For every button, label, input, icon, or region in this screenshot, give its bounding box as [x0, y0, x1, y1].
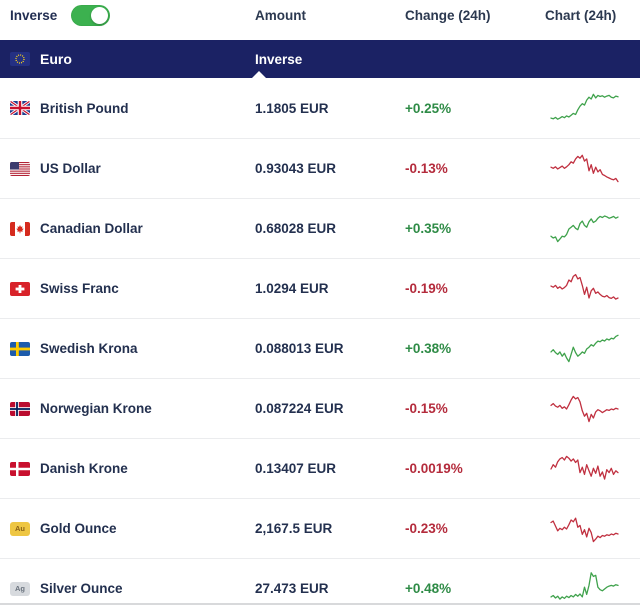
column-header-chart: Chart (24h) [545, 7, 617, 23]
currency-amount: 27.473 EUR [255, 581, 329, 596]
currency-amount: 1.1805 EUR [255, 100, 329, 116]
table-bottom-divider [0, 603, 640, 605]
currency-amount: 0.13407 EUR [255, 461, 337, 476]
currency-change: -0.23% [405, 521, 448, 536]
currency-amount: 1.0294 EUR [255, 281, 329, 296]
currency-name: Gold Ounce [40, 521, 117, 536]
header-spacer [0, 30, 640, 40]
currency-sparkline-chart [545, 568, 640, 605]
currency-rows: British Pound 1.1805 EUR +0.25% US Dolla… [0, 78, 640, 605]
dk-flag-icon [10, 461, 30, 476]
au-metal-badge-icon: Au [10, 521, 30, 536]
base-currency-name: Euro [40, 51, 72, 67]
currency-change: -0.0019% [405, 461, 463, 476]
currency-row-british-pound[interactable]: British Pound 1.1805 EUR +0.25% [0, 78, 640, 138]
ag-metal-badge-icon: Ag [10, 581, 30, 596]
toggle-knob-icon [91, 6, 109, 24]
currency-name: Canadian Dollar [40, 221, 143, 236]
currency-name: British Pound [40, 100, 129, 116]
currency-change: +0.25% [405, 100, 452, 116]
currency-name: US Dollar [40, 161, 101, 176]
currency-sparkline-chart [545, 268, 640, 310]
currency-amount: 0.93043 EUR [255, 161, 337, 176]
currency-change: +0.38% [405, 341, 452, 356]
currency-row-gold-ounce[interactable]: Au Gold Ounce 2,167.5 EUR -0.23% [0, 498, 640, 558]
currency-change: -0.13% [405, 161, 448, 176]
inverse-toggle[interactable] [71, 4, 111, 26]
se-flag-icon [10, 341, 30, 356]
base-currency-row-euro[interactable]: Euro Inverse [0, 40, 640, 78]
base-row-inverse-label: Inverse [255, 51, 303, 67]
currency-change: +0.35% [405, 221, 452, 236]
currency-name: Swiss Franc [40, 281, 119, 296]
gb-flag-icon [10, 101, 30, 115]
currency-sparkline-chart [545, 208, 640, 250]
active-column-caret-icon [252, 71, 266, 78]
currency-change: -0.19% [405, 281, 448, 296]
no-flag-icon [10, 401, 30, 416]
currency-name: Silver Ounce [40, 581, 123, 596]
currency-row-danish-krone[interactable]: Danish Krone 0.13407 EUR -0.0019% [0, 438, 640, 498]
currency-row-swiss-franc[interactable]: Swiss Franc 1.0294 EUR -0.19% [0, 258, 640, 318]
currency-sparkline-chart [545, 87, 640, 129]
currency-amount: 0.088013 EUR [255, 341, 344, 356]
currency-change: +0.48% [405, 581, 452, 596]
currency-name: Swedish Krona [40, 341, 138, 356]
currency-row-us-dollar[interactable]: US Dollar 0.93043 EUR -0.13% [0, 138, 640, 198]
eu-flag-icon [10, 52, 30, 66]
column-header-change: Change (24h) [405, 7, 491, 23]
currency-row-canadian-dollar[interactable]: Canadian Dollar 0.68028 EUR +0.35% [0, 198, 640, 258]
currency-name: Danish Krone [40, 461, 128, 476]
currency-amount: 2,167.5 EUR [255, 521, 333, 536]
currency-sparkline-chart [545, 148, 640, 190]
currency-row-swedish-krona[interactable]: Swedish Krona 0.088013 EUR +0.38% [0, 318, 640, 378]
currency-change: -0.15% [405, 401, 448, 416]
currency-amount: 0.68028 EUR [255, 221, 337, 236]
currency-amount: 0.087224 EUR [255, 401, 344, 416]
column-header-amount: Amount [255, 7, 306, 23]
currency-name: Norwegian Krone [40, 401, 152, 416]
currency-sparkline-chart [545, 508, 640, 550]
currency-row-silver-ounce[interactable]: Ag Silver Ounce 27.473 EUR +0.48% [0, 558, 640, 605]
ca-flag-icon [10, 221, 30, 236]
currency-sparkline-chart [545, 388, 640, 430]
ch-flag-icon [10, 281, 30, 296]
currency-row-norwegian-krone[interactable]: Norwegian Krone 0.087224 EUR -0.15% [0, 378, 640, 438]
table-header: Inverse Amount Change (24h) Chart (24h) [0, 0, 640, 30]
currency-sparkline-chart [545, 448, 640, 490]
currency-sparkline-chart [545, 328, 640, 370]
inverse-toggle-label: Inverse [10, 7, 58, 23]
us-flag-icon [10, 161, 30, 176]
